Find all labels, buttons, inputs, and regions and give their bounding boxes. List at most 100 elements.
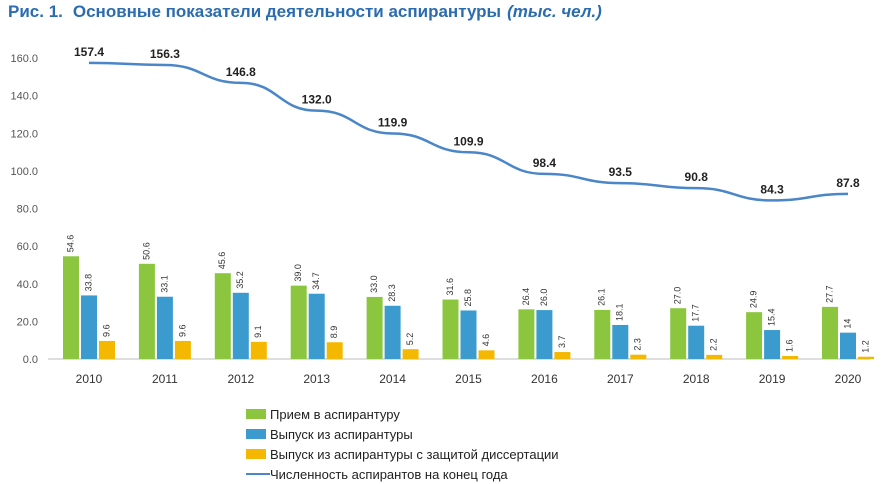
bar-defense-2012 <box>251 342 267 359</box>
legend-item-graduation: Выпуск из аспирантуры <box>246 424 559 444</box>
x-tick-label-2017: 2017 <box>607 372 634 386</box>
bar-admission-2017 <box>594 310 610 359</box>
bar-label-admission-2020: 27.7 <box>824 285 834 303</box>
line-label-2013: 132.0 <box>302 93 332 107</box>
legend-label-admission: Прием в аспирантуру <box>270 407 400 422</box>
legend-label-total: Численность аспирантов на конец года <box>270 467 508 482</box>
legend-swatch-graduation <box>246 429 266 439</box>
y-tick-label: 140.0 <box>10 91 38 103</box>
line-label-2014: 119.9 <box>378 115 408 129</box>
x-tick-label-2020: 2020 <box>835 372 862 386</box>
x-tick-label-2014: 2014 <box>379 372 406 386</box>
legend-swatch-total <box>246 473 270 475</box>
legend-item-defense: Выпуск из аспирантуры с защитой диссерта… <box>246 444 559 464</box>
y-tick-label: 100.0 <box>10 166 38 178</box>
bar-label-admission-2010: 54.6 <box>65 235 75 253</box>
bar-label-graduation-2018: 17.7 <box>691 304 701 322</box>
legend-swatch-defense <box>246 449 266 459</box>
bar-graduation-2020 <box>840 333 856 359</box>
bar-label-defense-2020: 1.2 <box>860 340 870 353</box>
bar-graduation-2019 <box>764 330 780 359</box>
bar-graduation-2018 <box>688 326 704 359</box>
bar-graduation-2010 <box>81 295 97 359</box>
bar-label-graduation-2016: 26.0 <box>539 289 549 307</box>
x-tick-label-2012: 2012 <box>227 372 254 386</box>
bar-label-graduation-2010: 33.8 <box>83 274 93 292</box>
bar-defense-2010 <box>99 341 115 359</box>
line-total-students <box>89 63 848 201</box>
bar-label-graduation-2017: 18.1 <box>615 303 625 321</box>
bar-admission-2016 <box>518 309 534 359</box>
bar-defense-2014 <box>403 349 419 359</box>
bar-label-admission-2015: 31.6 <box>445 278 455 296</box>
bar-label-graduation-2020: 14 <box>842 319 852 329</box>
x-tick-label-2018: 2018 <box>683 372 710 386</box>
bar-label-graduation-2013: 34.7 <box>311 272 321 290</box>
bar-defense-2015 <box>479 350 495 359</box>
bar-label-graduation-2019: 15.4 <box>766 308 776 326</box>
bar-admission-2010 <box>63 256 79 359</box>
bar-label-admission-2019: 24.9 <box>748 291 758 309</box>
y-tick-label: 120.0 <box>10 128 38 140</box>
bar-label-defense-2012: 9.1 <box>253 325 263 338</box>
y-tick-label: 80.0 <box>17 204 38 216</box>
line-label-2020: 87.8 <box>836 176 860 190</box>
line-label-2018: 90.8 <box>685 170 709 184</box>
bar-label-admission-2014: 33.0 <box>369 275 379 293</box>
bar-graduation-2013 <box>309 294 325 359</box>
line-label-2012: 146.8 <box>226 65 256 79</box>
line-label-2011: 156.3 <box>150 47 180 61</box>
line-label-2015: 109.9 <box>453 134 483 148</box>
bar-admission-2012 <box>215 273 231 359</box>
bar-label-admission-2012: 45.6 <box>217 252 227 270</box>
bar-admission-2019 <box>746 312 762 359</box>
bar-label-defense-2019: 1.6 <box>784 339 794 352</box>
bar-label-admission-2013: 39.0 <box>293 264 303 282</box>
bar-defense-2020 <box>858 357 874 359</box>
line-label-2016: 98.4 <box>533 156 557 170</box>
x-tick-label-2019: 2019 <box>759 372 786 386</box>
bar-admission-2018 <box>670 308 686 359</box>
legend-item-admission: Прием в аспирантуру <box>246 404 559 424</box>
bar-label-graduation-2015: 25.8 <box>463 289 473 307</box>
legend-swatch-admission <box>246 409 266 419</box>
bar-label-admission-2016: 26.4 <box>521 288 531 306</box>
y-tick-label: 40.0 <box>17 279 38 291</box>
bar-admission-2020 <box>822 307 838 359</box>
bar-graduation-2012 <box>233 293 249 359</box>
bar-label-graduation-2011: 33.1 <box>159 275 169 293</box>
bar-admission-2014 <box>367 297 383 359</box>
y-tick-label: 0.0 <box>23 354 38 366</box>
legend-item-total: Численность аспирантов на конец года <box>246 464 559 484</box>
bar-label-admission-2018: 27.0 <box>673 287 683 305</box>
bar-defense-2017 <box>630 355 646 359</box>
x-tick-label-2016: 2016 <box>531 372 558 386</box>
bar-defense-2016 <box>554 352 570 359</box>
bar-label-defense-2015: 4.6 <box>481 334 491 347</box>
bar-label-defense-2013: 8.9 <box>329 326 339 339</box>
bar-admission-2011 <box>139 264 155 359</box>
chart-legend: Прием в аспирантуру Выпуск из аспирантур… <box>246 404 559 484</box>
y-tick-label: 60.0 <box>17 241 38 253</box>
x-tick-label-2013: 2013 <box>303 372 330 386</box>
bar-label-graduation-2012: 35.2 <box>235 271 245 289</box>
bar-admission-2015 <box>443 300 459 359</box>
bar-graduation-2017 <box>612 325 628 359</box>
y-tick-label: 20.0 <box>17 316 38 328</box>
legend-label-defense: Выпуск из аспирантуры с защитой диссерта… <box>270 447 559 462</box>
bar-graduation-2014 <box>385 306 401 359</box>
x-tick-label-2010: 2010 <box>76 372 103 386</box>
bar-defense-2011 <box>175 341 191 359</box>
x-tick-label-2015: 2015 <box>455 372 482 386</box>
bar-graduation-2016 <box>536 310 552 359</box>
bar-label-defense-2017: 2.3 <box>633 338 643 351</box>
bar-label-graduation-2014: 28.3 <box>387 284 397 302</box>
bar-label-admission-2017: 26.1 <box>597 288 607 306</box>
x-tick-label-2011: 2011 <box>152 372 178 386</box>
bar-graduation-2015 <box>461 310 477 359</box>
y-tick-label: 160.0 <box>10 53 38 65</box>
bar-admission-2013 <box>291 286 307 359</box>
bar-defense-2013 <box>327 342 343 359</box>
line-label-2019: 84.3 <box>760 182 784 196</box>
bar-defense-2018 <box>706 355 722 359</box>
